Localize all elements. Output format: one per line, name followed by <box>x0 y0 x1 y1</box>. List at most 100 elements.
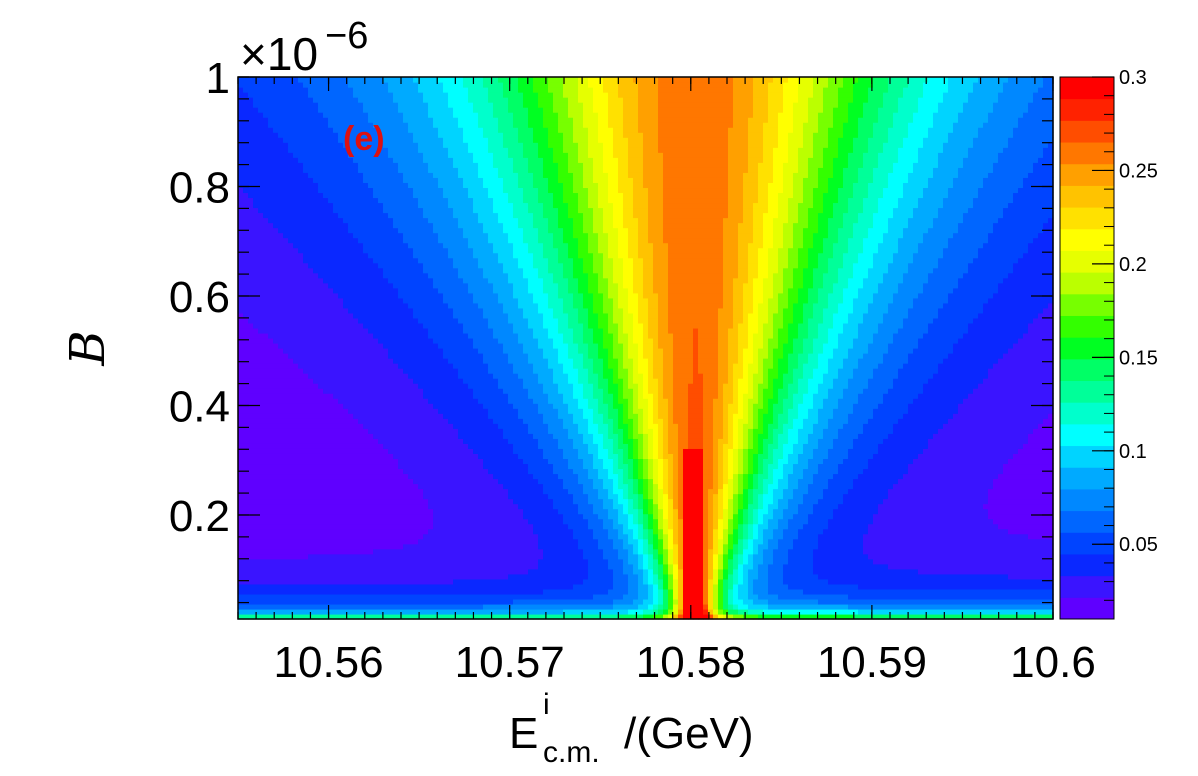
heatmap-cell <box>253 463 259 470</box>
heatmap-cell <box>303 132 309 138</box>
heatmap-cell <box>258 528 264 535</box>
heatmap-cell <box>433 342 439 349</box>
heatmap-cell <box>303 297 309 304</box>
heatmap-cell <box>413 257 419 264</box>
heatmap-cell <box>238 553 244 560</box>
heatmap-cell <box>453 453 459 460</box>
heatmap-cell <box>333 418 339 424</box>
heatmap-cell <box>378 247 384 254</box>
heatmap-cell <box>248 468 254 475</box>
heatmap-cell <box>438 508 444 515</box>
heatmap-cell <box>383 598 389 605</box>
heatmap-cell <box>328 583 334 590</box>
heatmap-cell <box>433 408 439 414</box>
heatmap-cell <box>263 132 269 138</box>
heatmap-cell <box>238 428 244 434</box>
heatmap-cell <box>328 403 334 409</box>
heatmap-cell <box>403 588 409 595</box>
heatmap-cell <box>403 327 409 334</box>
heatmap-cell <box>338 523 344 530</box>
heatmap-cell <box>378 558 384 565</box>
heatmap-cell <box>423 378 429 384</box>
heatmap-cell <box>293 87 299 93</box>
heatmap-cell <box>358 608 364 615</box>
heatmap-cell <box>463 533 469 540</box>
heatmap-cell <box>358 563 364 570</box>
heatmap-cell <box>328 127 334 133</box>
heatmap-cell <box>258 558 264 565</box>
heatmap-cell <box>258 237 264 244</box>
heatmap-cell <box>268 77 274 83</box>
heatmap-cell <box>303 583 309 590</box>
heatmap-cell <box>443 513 449 520</box>
heatmap-cell <box>248 132 254 138</box>
heatmap-cell <box>393 252 399 259</box>
heatmap-cell <box>323 478 329 485</box>
heatmap-cell <box>258 348 264 354</box>
heatmap-cell <box>448 237 454 244</box>
heatmap-cell <box>303 242 309 249</box>
heatmap-cell <box>248 538 254 545</box>
heatmap-cell <box>353 533 359 540</box>
heatmap-cell <box>238 488 244 495</box>
heatmap-cell <box>358 423 364 429</box>
heatmap-cell <box>258 257 264 264</box>
heatmap-cell <box>268 538 274 545</box>
heatmap-cell <box>383 102 389 108</box>
heatmap-cell <box>363 588 369 595</box>
heatmap-cell <box>323 312 329 319</box>
heatmap-cell <box>323 147 329 153</box>
heatmap-cell <box>298 272 304 279</box>
heatmap-cell <box>293 247 299 254</box>
heatmap-cell <box>418 112 424 118</box>
heatmap-cell <box>238 593 244 600</box>
heatmap-cell <box>378 418 384 424</box>
heatmap-cell <box>358 453 364 460</box>
heatmap-cell <box>363 573 369 580</box>
heatmap-cell <box>458 358 464 364</box>
heatmap-cell <box>453 513 459 520</box>
heatmap-cell <box>278 97 284 103</box>
heatmap-cell <box>258 413 264 419</box>
heatmap-cell <box>388 97 394 103</box>
heatmap-cell <box>423 87 429 93</box>
heatmap-cell <box>308 373 314 379</box>
heatmap-cell <box>268 247 274 254</box>
heatmap-cell <box>318 112 324 118</box>
heatmap-cell <box>463 277 469 284</box>
heatmap-cell <box>288 513 294 520</box>
heatmap-cell <box>278 558 284 565</box>
heatmap-cell <box>253 498 259 505</box>
heatmap-cell <box>263 332 269 339</box>
heatmap-cell <box>278 82 284 88</box>
heatmap-cell <box>438 277 444 284</box>
heatmap-cell <box>268 373 274 379</box>
heatmap-cell <box>313 463 319 470</box>
heatmap-cell <box>418 358 424 364</box>
heatmap-cell <box>433 317 439 324</box>
heatmap-cell <box>353 277 359 284</box>
heatmap-cell <box>418 413 424 419</box>
heatmap-cell <box>453 292 459 299</box>
heatmap-cell <box>253 87 259 93</box>
heatmap-cell <box>343 307 349 314</box>
heatmap-cell <box>343 242 349 249</box>
heatmap-cell <box>353 147 359 153</box>
heatmap-cell <box>238 588 244 595</box>
heatmap-cell <box>358 443 364 449</box>
heatmap-cell <box>258 453 264 460</box>
heatmap-cell <box>303 82 309 88</box>
heatmap-cell <box>383 578 389 585</box>
heatmap-cell <box>323 598 329 605</box>
heatmap-cell <box>373 508 379 515</box>
heatmap-cell <box>248 348 254 354</box>
heatmap-cell <box>343 297 349 304</box>
heatmap-cell <box>293 342 299 349</box>
heatmap-cell <box>448 147 454 153</box>
heatmap-cell <box>333 77 339 83</box>
heatmap-cell <box>343 337 349 344</box>
heatmap-cell <box>378 307 384 314</box>
heatmap-cell <box>328 282 334 289</box>
heatmap-cell <box>298 473 304 480</box>
heatmap-cell <box>383 398 389 404</box>
